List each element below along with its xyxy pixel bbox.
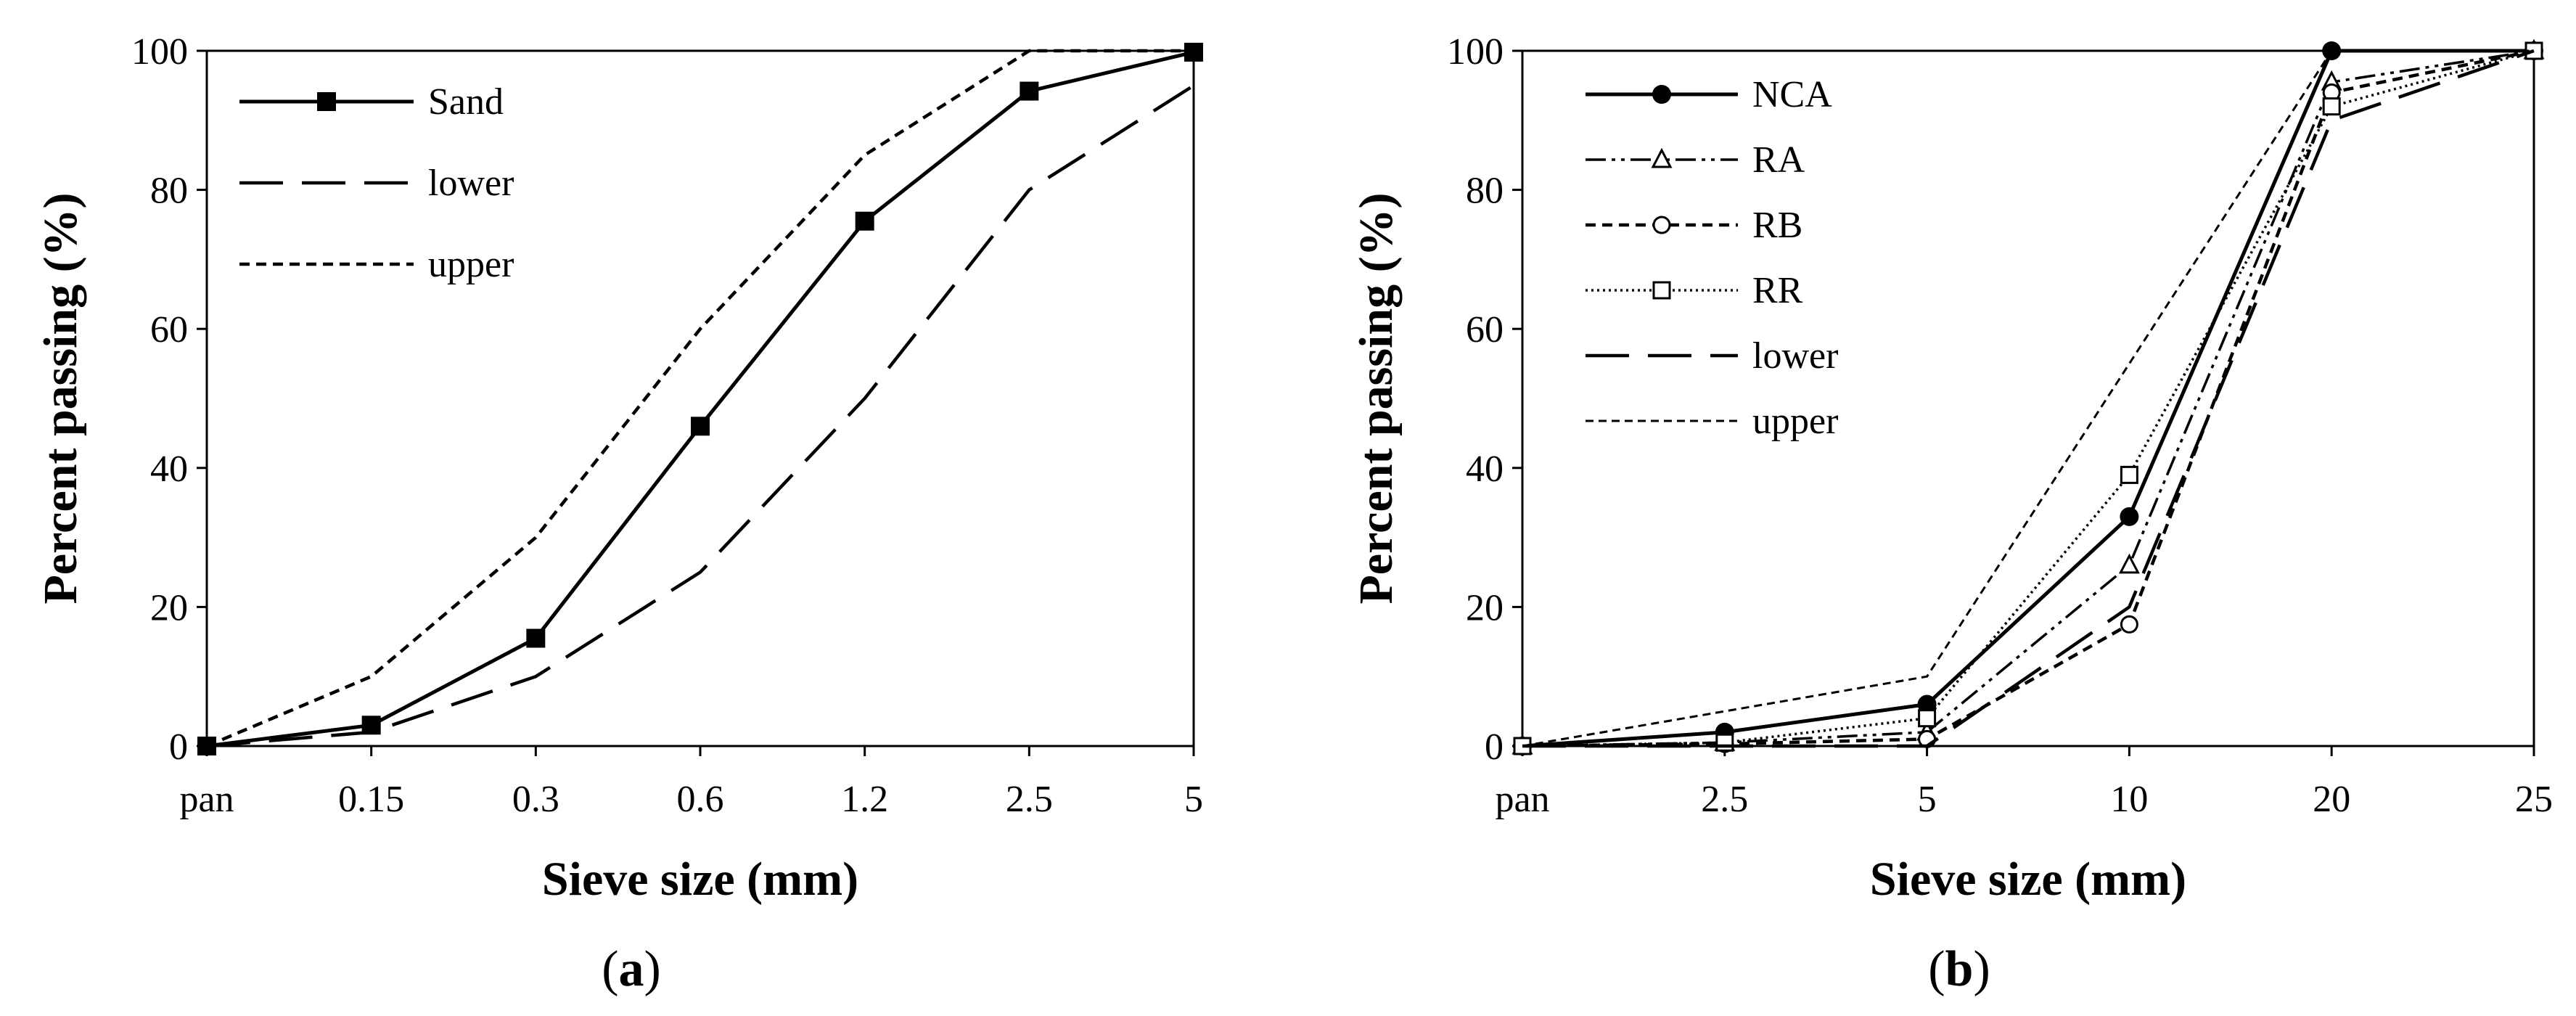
legend-swatch-marker xyxy=(1651,147,1673,168)
data-point-rr xyxy=(2120,465,2138,484)
plot-area-frame xyxy=(1521,49,2535,747)
data-point-nca xyxy=(1917,695,1937,714)
series-line-rr xyxy=(1522,49,2535,747)
legend-entry-upper: upper xyxy=(1586,401,1838,442)
legend-entry-ra: RA xyxy=(1586,139,1805,181)
legend-label: upper xyxy=(1752,401,1838,442)
panel-label: (a) xyxy=(602,941,661,997)
series-lower xyxy=(1522,49,2535,748)
data-point-sand xyxy=(526,628,546,648)
series-line-lower xyxy=(1522,49,2535,748)
series-line-nca xyxy=(1522,49,2534,748)
data-point-rr xyxy=(2322,97,2341,116)
legend-entry-sand: Sand xyxy=(239,81,504,123)
legend-label: lower xyxy=(1752,335,1838,377)
x-tick-label: 0.15 xyxy=(338,779,404,820)
y-tick-label: 60 xyxy=(150,309,188,351)
x-tick-label: 5 xyxy=(1184,779,1203,820)
series-ra xyxy=(1511,38,2545,755)
series-rr xyxy=(1513,41,2543,755)
y-tick-label: 100 xyxy=(1447,31,1504,73)
series-line-ra xyxy=(1522,49,2535,747)
legend-swatch-marker xyxy=(317,92,336,111)
data-point-rr xyxy=(1715,733,1734,752)
legend-label: Sand xyxy=(428,81,504,123)
y-tick-label: 0 xyxy=(1485,726,1504,768)
x-tick-label: 10 xyxy=(2110,779,2148,820)
x-tick-label: 0.3 xyxy=(512,779,559,820)
legend-label: lower xyxy=(428,163,514,204)
y-tick-label: 40 xyxy=(150,448,188,490)
panel-label-letter: a xyxy=(619,941,644,997)
chart-panel-a: 0 20 40 60 80 100 pan 0.15 0.3 0.6 1.2 2.5 5 Sieve si… xyxy=(34,31,1203,997)
legend-entry-rb: RB xyxy=(1586,205,1802,246)
x-tick-label: 1.2 xyxy=(841,779,888,820)
panel-label-open: ( xyxy=(602,941,618,997)
x-axis-title: Sieve size (mm) xyxy=(1870,853,2186,906)
x-tick-label: 20 xyxy=(2313,779,2350,820)
series-line-lower xyxy=(206,83,1195,748)
series-line-rb xyxy=(1522,49,2535,748)
x-tick-label: 0.6 xyxy=(677,779,724,820)
series-sand xyxy=(197,42,1203,755)
series-line-upper xyxy=(1522,49,2534,747)
chart-panel-b: 0 20 40 60 80 100 pan 2.5 5 10 20 25 Sieve size (mm)… xyxy=(1350,31,2553,997)
data-point-rb xyxy=(2120,615,2138,634)
y-axis-title: Percent passing (%) xyxy=(34,192,87,604)
data-point-rr xyxy=(1918,709,1937,728)
series-nca xyxy=(1513,41,2543,755)
y-tick-label: 40 xyxy=(1466,448,1504,490)
x-tick-label: 25 xyxy=(2515,779,2553,820)
x-tick-label: 2.5 xyxy=(1701,779,1748,820)
x-tick-label: 2.5 xyxy=(1006,779,1053,820)
series-lower xyxy=(206,83,1195,748)
data-point-nca xyxy=(2120,507,2139,526)
legend-label: RB xyxy=(1752,205,1802,246)
data-point-ra xyxy=(2118,553,2140,574)
legend-entry-nca: NCA xyxy=(1586,74,1832,115)
panel-label-close: ) xyxy=(644,941,661,997)
data-point-sand xyxy=(855,211,874,231)
legend: Sand lower upper xyxy=(239,81,514,285)
legend-swatch-marker xyxy=(1652,281,1671,300)
series-upper xyxy=(206,49,1194,748)
y-tick-label: 20 xyxy=(150,587,188,628)
y-axis-title: Percent passing (%) xyxy=(1350,192,1403,604)
series-rb xyxy=(1513,41,2543,755)
legend-label: RA xyxy=(1752,139,1805,181)
legend-swatch-marker xyxy=(1652,85,1671,104)
data-point-sand xyxy=(691,417,710,436)
plot-area-frame xyxy=(205,49,1195,747)
x-tick-label: pan xyxy=(179,779,234,820)
series-line-upper xyxy=(206,49,1194,748)
panel-label-close: ) xyxy=(1973,941,1990,997)
y-tick-label: 80 xyxy=(1466,171,1504,212)
panel-label-letter: b xyxy=(1945,941,1974,997)
x-axis-title: Sieve size (mm) xyxy=(542,853,858,906)
legend-label: RR xyxy=(1752,270,1803,311)
panel-label-open: ( xyxy=(1928,941,1945,997)
legend-label: upper xyxy=(428,244,514,285)
data-point-sand xyxy=(1020,81,1039,101)
y-tick-label: 60 xyxy=(1466,309,1504,351)
legend-entry-rr: RR xyxy=(1586,270,1803,311)
y-tick-label: 100 xyxy=(131,31,188,73)
legend-label: NCA xyxy=(1752,74,1832,115)
panel-label: (b) xyxy=(1928,941,1990,997)
legend-entry-lower: lower xyxy=(1586,335,1838,377)
legend-entry-upper: upper xyxy=(239,244,514,285)
y-tick-label: 20 xyxy=(1466,587,1504,628)
y-tick-label: 80 xyxy=(150,171,188,212)
legend-swatch-marker xyxy=(1652,216,1671,234)
series-line-sand xyxy=(206,50,1194,748)
y-tick-label: 0 xyxy=(169,726,188,768)
x-tick-label: pan xyxy=(1495,779,1549,820)
x-tick-label: 5 xyxy=(1918,779,1937,820)
series-upper xyxy=(1522,49,2534,747)
legend: NCA RA RB RR lower upper xyxy=(1586,74,1838,442)
legend-entry-lower: lower xyxy=(239,163,514,204)
